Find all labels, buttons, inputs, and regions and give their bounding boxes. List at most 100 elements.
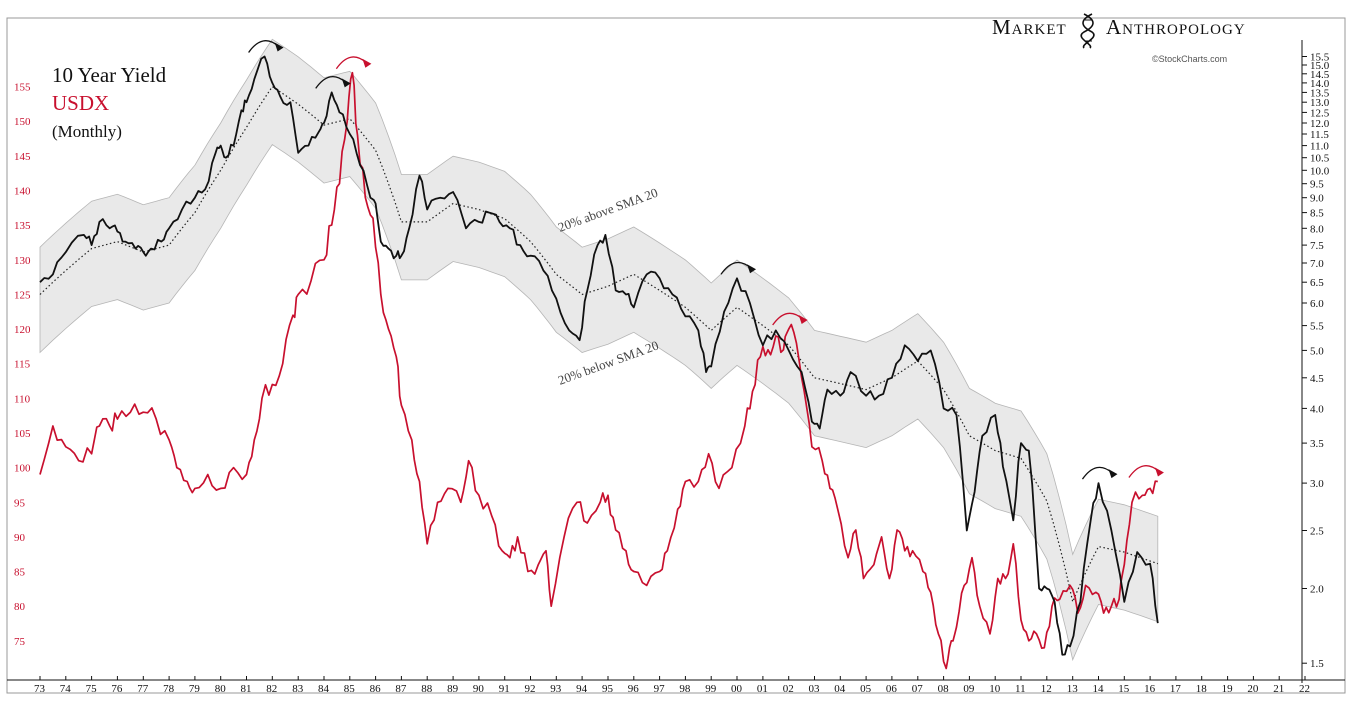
- x-tick-label: 92: [525, 683, 536, 695]
- x-tick-label: 07: [912, 683, 924, 695]
- right-tick-label: 1.5: [1310, 658, 1324, 670]
- right-tick-label: 12.0: [1310, 118, 1330, 130]
- peak-arrow-head: [341, 78, 351, 88]
- x-tick-label: 99: [705, 683, 717, 695]
- legend-title: 10 Year Yield: [52, 63, 167, 87]
- right-tick-label: 5.0: [1310, 345, 1324, 357]
- left-tick-label: 105: [14, 428, 31, 440]
- x-tick-label: 89: [447, 683, 459, 695]
- x-tick-label: 86: [370, 683, 382, 695]
- brand-logo: Market Anthropology ©StockCharts.com: [992, 13, 1246, 64]
- right-tick-label: 4.0: [1310, 403, 1324, 415]
- peak-arrow-head: [274, 42, 284, 52]
- brand-word2: Anthropology: [1106, 15, 1246, 39]
- left-tick-label: 130: [14, 255, 31, 267]
- left-tick-label: 135: [14, 220, 31, 232]
- x-tick-label: 95: [602, 683, 614, 695]
- x-tick-label: 12: [1041, 683, 1052, 695]
- x-tick-label: 90: [473, 683, 485, 695]
- peak-arrow-head: [1154, 467, 1164, 477]
- brand-credit: ©StockCharts.com: [1152, 54, 1227, 64]
- x-tick-label: 09: [963, 683, 975, 695]
- left-tick-label: 75: [14, 636, 26, 648]
- right-tick-label: 4.5: [1310, 373, 1324, 385]
- left-tick-label: 140: [14, 186, 31, 198]
- right-tick-label: 8.0: [1310, 223, 1324, 235]
- right-tick-label: 14.0: [1310, 78, 1330, 90]
- x-tick-label: 05: [860, 683, 872, 695]
- ten-year-yield-line: [39, 55, 1159, 656]
- left-tick-label: 145: [14, 151, 31, 163]
- right-tick-label: 7.5: [1310, 240, 1324, 252]
- x-tick-label: 77: [137, 683, 149, 695]
- left-tick-label: 100: [14, 463, 31, 475]
- x-tick-label: 94: [576, 683, 588, 695]
- left-tick-label: 80: [14, 601, 26, 613]
- x-tick-label: 10: [989, 683, 1001, 695]
- x-tick-label: 06: [886, 683, 898, 695]
- right-tick-label: 10.0: [1310, 165, 1330, 177]
- right-tick-label: 2.5: [1310, 526, 1324, 538]
- peak-arrow-head: [798, 315, 808, 325]
- x-tick-label: 21: [1273, 683, 1284, 695]
- right-tick-label: 12.5: [1310, 107, 1330, 119]
- x-axis: 73 74 75 76 77 78 79 80 81 82 83 84 85 86 87 88 89 90 91 92…: [7, 676, 1345, 695]
- x-tick-label: 82: [266, 683, 277, 695]
- x-tick-label: 16: [1144, 683, 1156, 695]
- x-tick-label: 85: [344, 683, 356, 695]
- x-tick-label: 88: [421, 683, 433, 695]
- peak-arrow-head: [747, 264, 757, 274]
- right-tick-label: 5.5: [1310, 321, 1324, 333]
- left-tick-label: 115: [14, 359, 31, 371]
- peak-arrow-head: [1108, 469, 1118, 479]
- right-tick-label: 6.0: [1310, 298, 1324, 310]
- dna-helix-icon: [1080, 13, 1095, 49]
- right-tick-label: 13.0: [1310, 97, 1330, 109]
- right-tick-label: 3.5: [1310, 438, 1324, 450]
- x-tick-label: 01: [757, 683, 768, 695]
- left-axis: 155 150 145 140 135 130 125 120 115 110 105 100 95 90…: [14, 82, 31, 648]
- x-tick-label: 13: [1067, 683, 1079, 695]
- x-tick-label: 02: [783, 683, 794, 695]
- x-tick-label: 83: [292, 683, 304, 695]
- series-layer: [39, 55, 1159, 670]
- x-tick-label: 73: [34, 683, 46, 695]
- left-tick-label: 110: [14, 393, 31, 405]
- right-tick-label: 3.0: [1310, 478, 1324, 490]
- x-tick-label: 11: [1015, 683, 1026, 695]
- arrow-layer: [248, 40, 1164, 480]
- x-tick-label: 98: [679, 683, 691, 695]
- x-tick-label: 80: [215, 683, 227, 695]
- right-tick-label: 7.0: [1310, 258, 1324, 270]
- right-tick-label: 15.5: [1310, 52, 1330, 64]
- right-tick-label: 6.5: [1310, 277, 1324, 289]
- peak-arrow-head: [362, 58, 372, 68]
- legend-period: (Monthly): [52, 122, 122, 141]
- x-tick-label: 97: [654, 683, 666, 695]
- x-tick-label: 84: [318, 683, 330, 695]
- right-tick-label: 9.5: [1310, 179, 1324, 191]
- x-tick-label: 75: [86, 683, 98, 695]
- left-tick-label: 125: [14, 289, 31, 301]
- x-tick-label: 04: [834, 683, 846, 695]
- x-tick-label: 18: [1196, 683, 1208, 695]
- x-tick-label: 81: [241, 683, 252, 695]
- x-tick-label: 76: [111, 683, 123, 695]
- left-tick-label: 150: [14, 116, 31, 128]
- x-tick-label: 15: [1118, 683, 1130, 695]
- x-tick-label: 78: [163, 683, 175, 695]
- left-tick-label: 90: [14, 532, 26, 544]
- right-tick-label: 10.5: [1310, 153, 1330, 165]
- x-tick-label: 19: [1222, 683, 1234, 695]
- left-tick-label: 155: [14, 82, 31, 94]
- left-tick-label: 120: [14, 324, 31, 336]
- x-tick-label: 96: [628, 683, 640, 695]
- right-tick-label: 11.0: [1310, 141, 1329, 153]
- x-tick-label: 22: [1299, 683, 1310, 695]
- x-tick-label: 17: [1170, 683, 1182, 695]
- x-tick-label: 08: [938, 683, 950, 695]
- x-tick-label: 91: [499, 683, 510, 695]
- right-tick-label: 9.0: [1310, 193, 1324, 205]
- x-tick-label: 00: [731, 683, 743, 695]
- left-tick-label: 95: [14, 497, 26, 509]
